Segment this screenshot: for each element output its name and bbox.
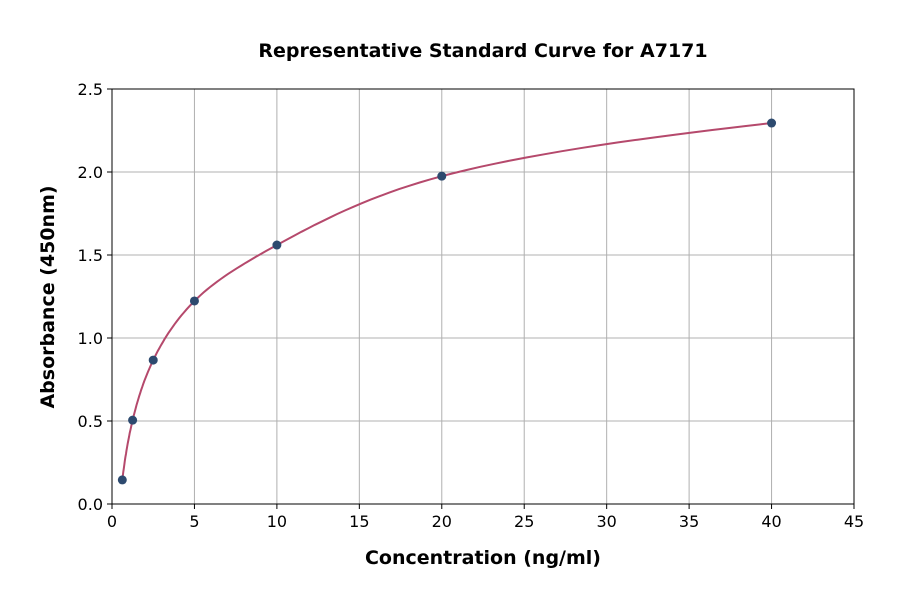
data-point xyxy=(767,118,777,128)
x-tick-label: 0 xyxy=(107,512,117,531)
y-axis-label: Absorbance (450nm) xyxy=(37,185,59,408)
y-tick-label: 2.5 xyxy=(78,80,103,99)
data-point xyxy=(189,296,199,306)
x-tick-label: 25 xyxy=(514,512,534,531)
data-point xyxy=(148,355,158,365)
y-tick-label: 1.0 xyxy=(78,329,103,348)
y-tick-label: 2.0 xyxy=(78,163,103,182)
x-tick-label: 15 xyxy=(349,512,369,531)
fit-curve xyxy=(121,122,772,481)
x-tick-label: 45 xyxy=(844,512,864,531)
data-point xyxy=(437,171,447,181)
data-point xyxy=(117,475,127,485)
x-tick-label: 10 xyxy=(267,512,287,531)
y-tick-label: 1.5 xyxy=(78,246,103,265)
plot-frame xyxy=(111,88,855,505)
x-tick-label: 5 xyxy=(189,512,199,531)
y-tick-label: 0.0 xyxy=(78,495,103,514)
x-tick-label: 20 xyxy=(432,512,452,531)
y-tick-label: 0.5 xyxy=(78,412,103,431)
data-point xyxy=(272,240,282,250)
chart-title: Representative Standard Curve for A7171 xyxy=(258,40,707,62)
x-tick-label: 30 xyxy=(596,512,616,531)
data-point xyxy=(128,415,138,425)
x-tick-label: 35 xyxy=(679,512,699,531)
x-axis-label: Concentration (ng/ml) xyxy=(365,547,601,569)
x-tick-label: 40 xyxy=(761,512,781,531)
